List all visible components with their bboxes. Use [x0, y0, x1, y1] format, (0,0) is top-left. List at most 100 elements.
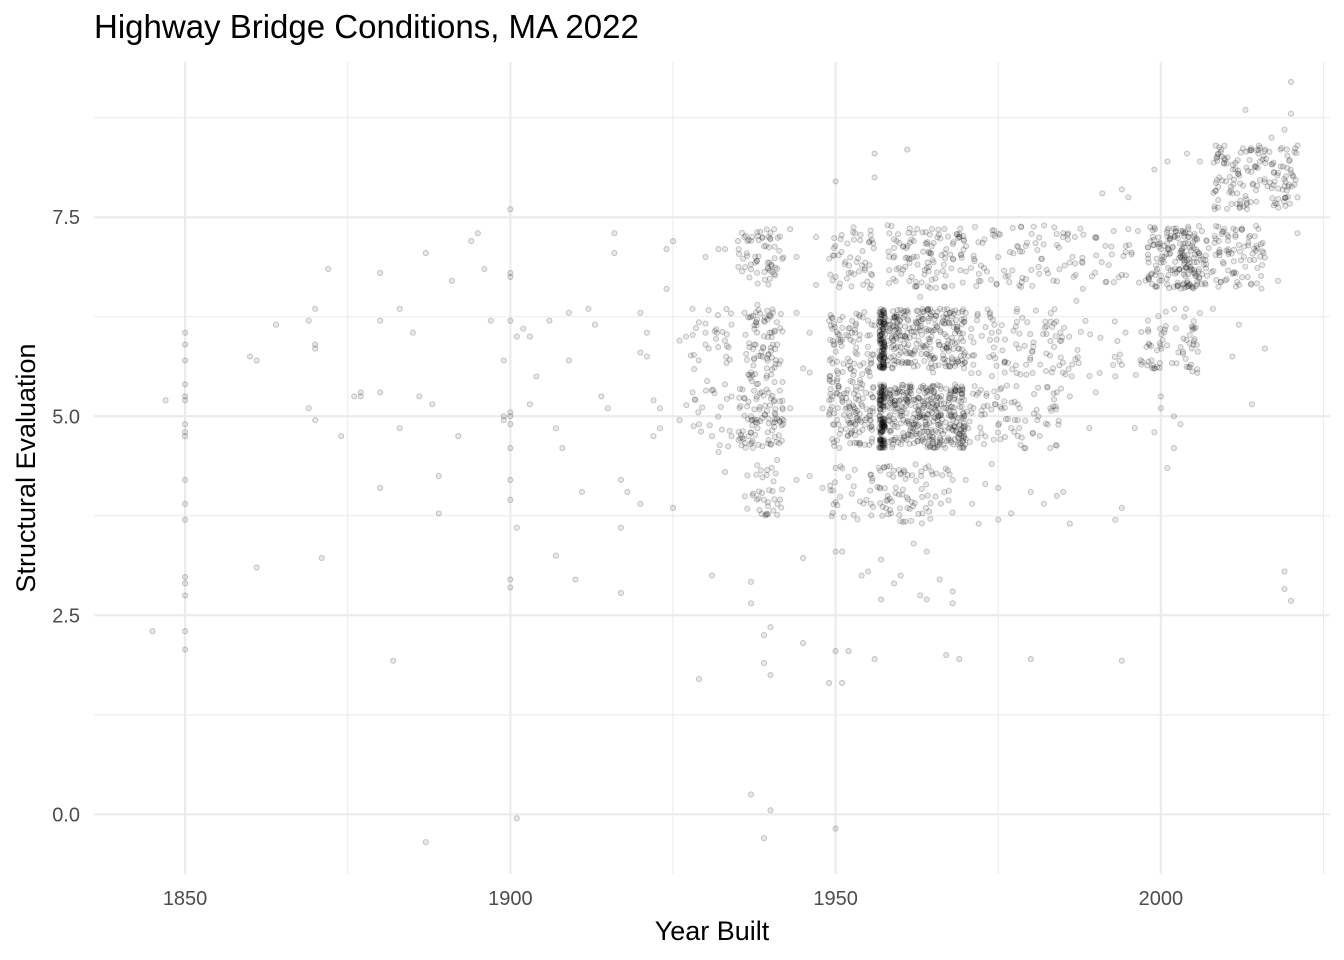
data-point: [944, 341, 951, 348]
data-point: [915, 318, 922, 325]
data-point: [932, 362, 939, 369]
data-point: [565, 357, 572, 364]
data-point: [915, 337, 922, 344]
data-point: [1259, 239, 1266, 246]
data-point: [880, 345, 887, 352]
data-point: [955, 435, 962, 442]
data-point: [1016, 424, 1023, 432]
data-point: [1182, 305, 1190, 312]
data-point: [735, 428, 742, 436]
data-point: [903, 344, 910, 351]
data-point: [1010, 250, 1017, 257]
data-point: [928, 364, 936, 372]
data-point: [763, 471, 770, 478]
data-point: [892, 402, 899, 409]
data-point: [914, 406, 921, 413]
data-point: [182, 476, 189, 483]
data-point: [763, 355, 771, 362]
data-point: [937, 383, 944, 390]
data-point: [940, 320, 948, 327]
data-point: [852, 230, 859, 237]
data-point: [552, 552, 559, 559]
data-point: [937, 329, 944, 336]
data-point: [924, 307, 931, 314]
data-point: [847, 440, 854, 447]
data-point: [929, 328, 936, 335]
data-point: [928, 333, 935, 340]
data-point: [778, 437, 785, 444]
data-point: [928, 404, 935, 411]
data-point: [695, 409, 702, 416]
data-point: [1008, 425, 1015, 432]
data-point: [715, 449, 722, 456]
data-point: [897, 344, 904, 351]
data-point: [1258, 272, 1265, 280]
data-point: [1108, 251, 1115, 258]
data-point: [1200, 261, 1207, 268]
data-point: [913, 307, 920, 314]
data-point: [739, 428, 746, 435]
data-point: [839, 324, 846, 331]
data-point: [902, 263, 909, 270]
data-point: [832, 548, 839, 555]
data-point: [800, 640, 807, 647]
data-point: [728, 321, 735, 328]
data-point: [990, 436, 997, 443]
data-point: [834, 502, 841, 509]
data-point: [880, 403, 887, 410]
data-point: [739, 434, 746, 441]
data-point: [915, 421, 922, 428]
data-point: [881, 398, 888, 405]
data-point: [877, 332, 884, 339]
data-point: [748, 313, 755, 320]
data-point: [878, 386, 885, 393]
data-point: [947, 403, 954, 411]
data-point: [866, 372, 873, 380]
data-point: [771, 379, 778, 386]
data-point: [902, 308, 910, 315]
data-point: [881, 423, 888, 430]
data-point: [959, 438, 967, 445]
data-point: [750, 490, 757, 497]
data-point: [958, 432, 965, 440]
data-point: [734, 238, 742, 245]
data-point: [757, 418, 764, 425]
data-point: [879, 442, 887, 449]
data-point: [831, 321, 838, 328]
data-point: [830, 439, 838, 446]
data-point: [1036, 270, 1043, 277]
data-point: [867, 487, 874, 494]
data-point: [880, 364, 887, 371]
data-point: [1111, 353, 1118, 360]
data-point: [913, 428, 920, 435]
data-point: [526, 333, 533, 340]
data-point: [740, 255, 747, 262]
data-point: [841, 411, 848, 419]
data-point: [962, 441, 969, 448]
data-point: [763, 226, 770, 233]
data-point: [1017, 223, 1025, 230]
data-point: [947, 363, 954, 370]
data-point: [777, 357, 784, 364]
data-point: [886, 417, 893, 425]
data-point: [1213, 276, 1220, 283]
data-point: [954, 323, 961, 330]
data-point: [893, 237, 900, 245]
data-point: [1151, 224, 1158, 231]
data-point: [970, 339, 977, 346]
data-point: [851, 405, 858, 412]
data-point: [852, 432, 859, 439]
data-point: [925, 250, 933, 257]
data-point: [1195, 223, 1203, 230]
data-point: [727, 310, 735, 317]
data-point: [945, 337, 952, 344]
data-point: [880, 325, 887, 333]
data-point: [881, 395, 888, 402]
data-point: [919, 434, 926, 441]
data-point: [948, 413, 955, 420]
data-point: [851, 326, 858, 333]
data-point: [182, 429, 189, 436]
data-point: [951, 423, 958, 430]
data-point: [846, 410, 853, 417]
data-point: [848, 329, 855, 336]
